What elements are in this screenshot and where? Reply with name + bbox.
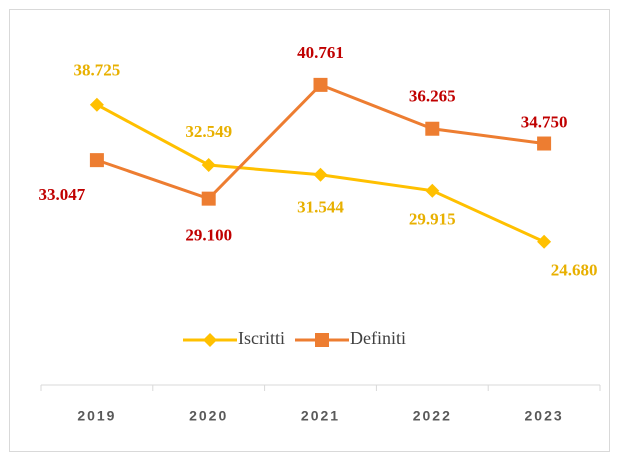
data-label: 31.544 bbox=[297, 198, 344, 217]
point-marker bbox=[313, 77, 328, 92]
x-tick-label: 2022 bbox=[413, 408, 452, 424]
x-tick-label: 2019 bbox=[77, 408, 116, 424]
data-label: 34.750 bbox=[521, 112, 568, 131]
data-label: 32.549 bbox=[185, 122, 232, 141]
legend-label: Iscritti bbox=[238, 328, 285, 348]
point-marker bbox=[89, 97, 104, 112]
point-marker bbox=[89, 153, 104, 168]
x-tick-label: 2023 bbox=[525, 408, 564, 424]
data-label: 38.725 bbox=[74, 61, 121, 80]
legend-marker bbox=[315, 333, 329, 347]
x-tick-label: 2021 bbox=[301, 408, 340, 424]
data-label: 40.761 bbox=[297, 43, 344, 62]
legend-label: Definiti bbox=[350, 328, 406, 348]
point-marker bbox=[201, 191, 216, 206]
point-marker bbox=[537, 136, 552, 151]
point-marker bbox=[537, 234, 552, 249]
point-marker bbox=[425, 183, 440, 198]
point-marker bbox=[425, 121, 440, 136]
data-label: 36.265 bbox=[409, 87, 456, 106]
data-label: 24.680 bbox=[551, 261, 598, 280]
point-marker bbox=[313, 167, 328, 182]
data-label: 29.915 bbox=[409, 210, 456, 229]
data-label: 29.100 bbox=[185, 226, 232, 245]
point-marker bbox=[201, 157, 216, 172]
data-label: 33.047 bbox=[39, 185, 86, 204]
chart-border bbox=[9, 9, 610, 452]
x-tick-label: 2020 bbox=[189, 408, 228, 424]
legend-marker bbox=[203, 333, 217, 347]
